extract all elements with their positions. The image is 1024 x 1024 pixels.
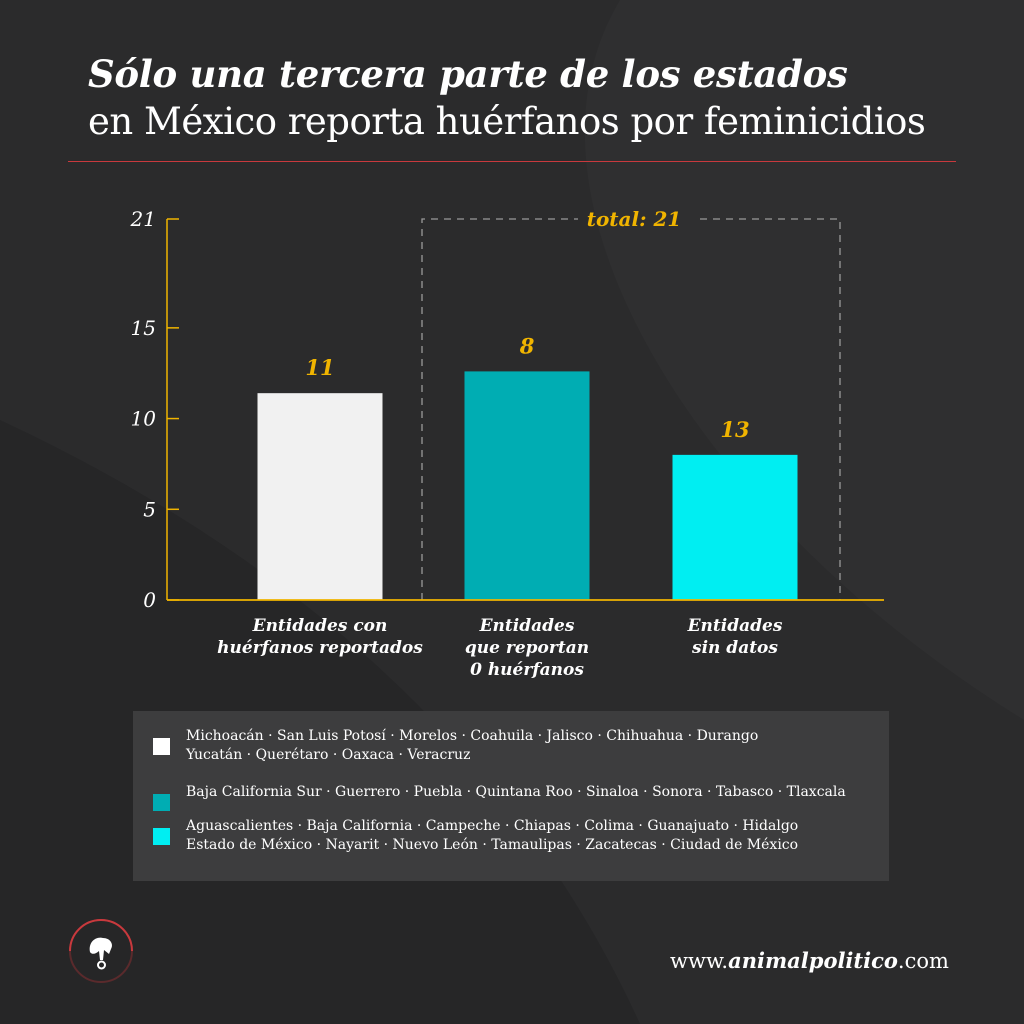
- bar: [257, 393, 383, 600]
- bar: [672, 454, 798, 600]
- title-divider: [68, 161, 956, 162]
- x-category-label: 0 huérfanos: [470, 660, 584, 680]
- legend-text-line: Baja California Sur · Guerrero · Puebla …: [186, 784, 846, 800]
- legend-swatch: [153, 794, 170, 811]
- legend-text-line: Yucatán · Querétaro · Oaxaca · Veracruz: [186, 747, 471, 763]
- x-category-label: sin datos: [691, 638, 778, 658]
- y-tick-label: 5: [143, 497, 156, 521]
- legend-item: Aguascalientes · Baja California · Campe…: [153, 799, 886, 855]
- chart-subtitle: en México reporta huérfanos por feminici…: [88, 100, 926, 143]
- legend-swatch: [153, 828, 170, 845]
- y-tick-label: 10: [131, 407, 157, 431]
- bar-value-label: 8: [519, 333, 535, 358]
- x-category-label: Entidades: [479, 616, 575, 636]
- x-category-label: huérfanos reportados: [217, 638, 423, 658]
- bar-value-label: 13: [720, 417, 749, 442]
- total-bracket: [421, 218, 841, 600]
- x-category-label: que reportan: [465, 638, 589, 658]
- legend-text-line: Aguascalientes · Baja California · Campe…: [186, 818, 799, 834]
- y-tick-label: 0: [143, 588, 156, 612]
- site-prefix: www.: [670, 949, 729, 973]
- legend-item: Baja California Sur · Guerrero · Puebla …: [153, 765, 886, 811]
- y-tick-label: 21: [130, 207, 156, 231]
- legend-swatch: [153, 738, 170, 755]
- site-name: animalpolitico: [728, 948, 898, 973]
- total-annotation: total: 21: [587, 207, 682, 231]
- chart-title: Sólo una tercera parte de los estados: [88, 52, 848, 96]
- legend-text-line: Estado de México · Nayarit · Nuevo León …: [186, 837, 799, 853]
- bar: [464, 371, 590, 600]
- animal-politico-logo-icon[interactable]: [66, 916, 136, 986]
- legend-item: Michoacán · San Luis Potosí · Morelos · …: [153, 709, 886, 765]
- bar-value-label: 11: [305, 355, 334, 380]
- y-tick-label: 15: [131, 316, 156, 340]
- website-link[interactable]: www.animalpolitico.com: [670, 948, 949, 973]
- site-suffix: .com: [897, 949, 949, 973]
- x-category-label: Entidades: [687, 616, 783, 636]
- x-category-label: Entidades con: [252, 616, 388, 636]
- legend-text-line: Michoacán · San Luis Potosí · Morelos · …: [186, 728, 759, 744]
- legend: Michoacán · San Luis Potosí · Morelos · …: [133, 711, 889, 881]
